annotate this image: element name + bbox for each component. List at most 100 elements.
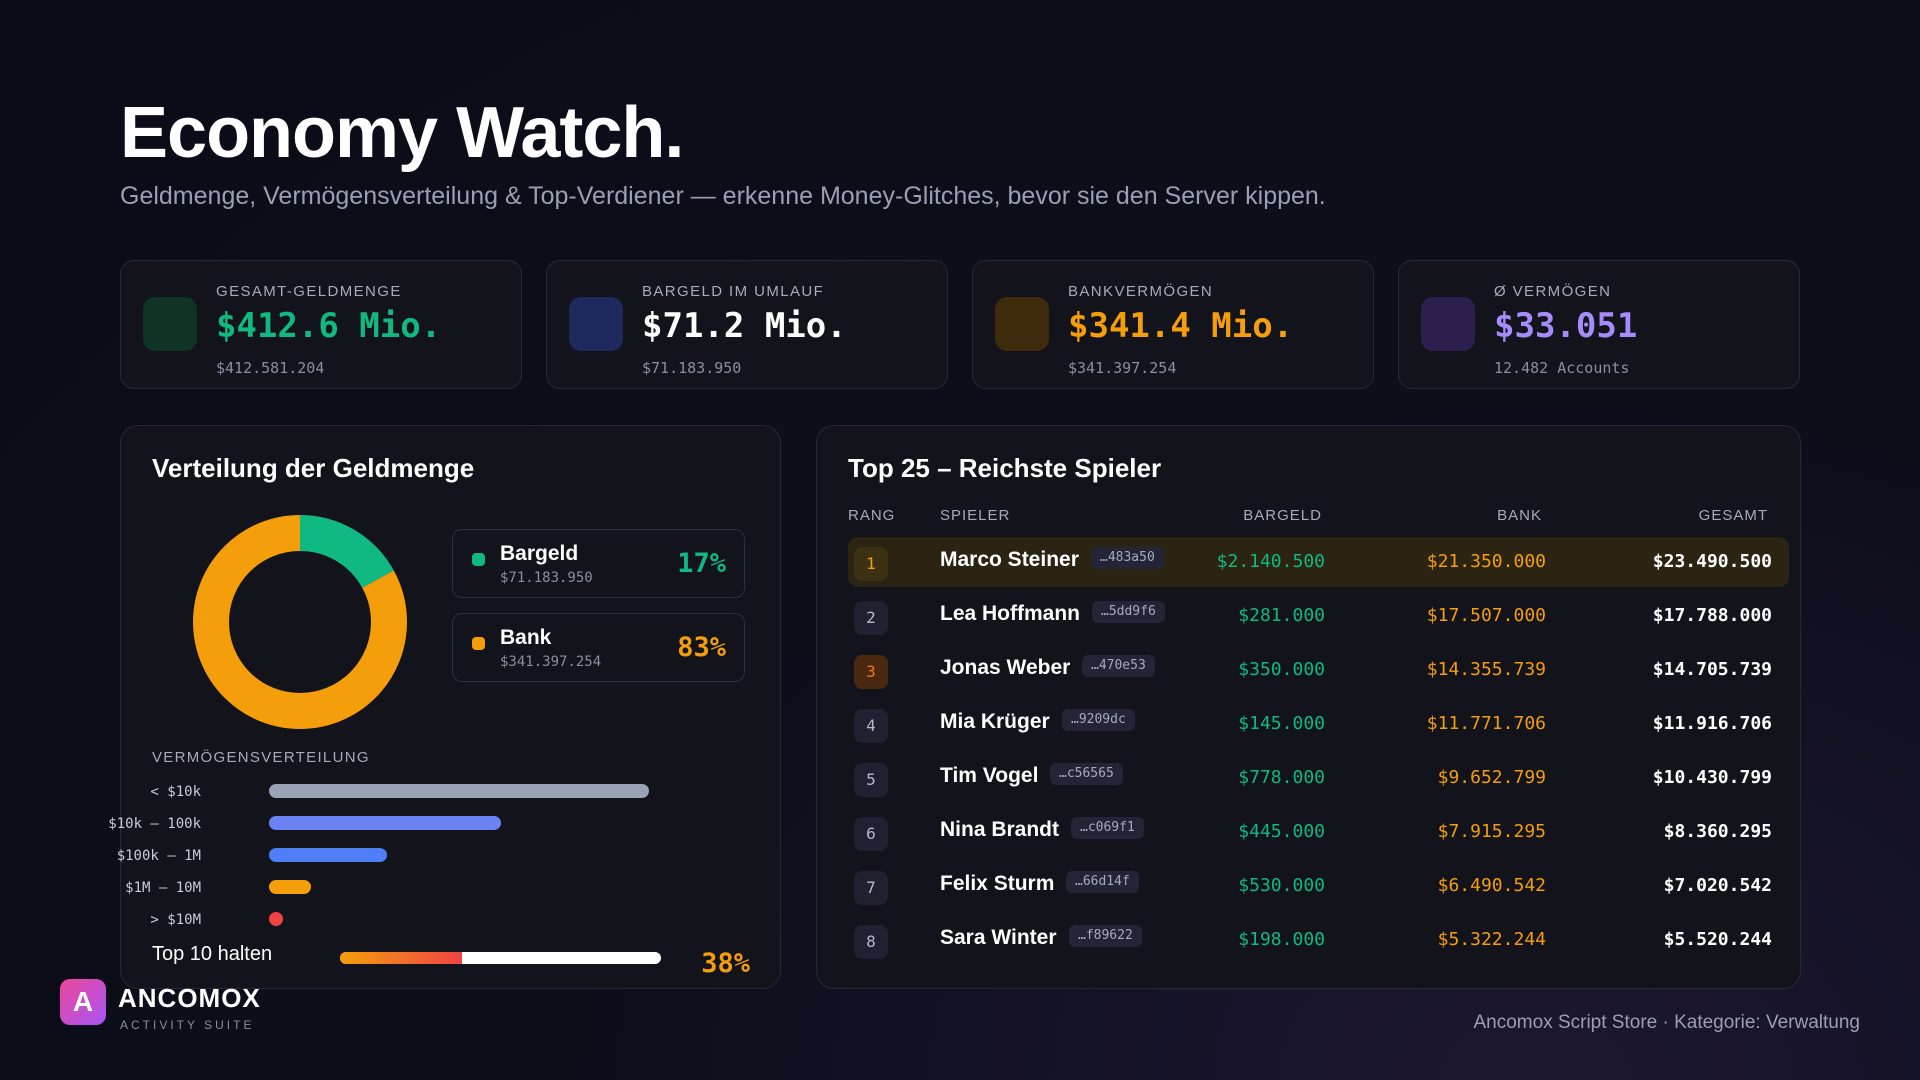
- legend-cash-name: Bargeld: [500, 542, 579, 565]
- footer-text: Ancomox Script Store · Kategorie: Verwal…: [1473, 1012, 1860, 1033]
- distribution-title: Verteilung der Geldmenge: [152, 453, 475, 483]
- top10-progress-fill: [340, 952, 462, 964]
- cell-cash: $145.000: [1238, 713, 1325, 734]
- rank-badge: 4: [854, 709, 888, 743]
- wealth-band-bar: [269, 816, 501, 830]
- table-row[interactable]: 7 Felix Sturm …66d14f $530.000 $6.490.542 $7.…: [848, 861, 1789, 911]
- cell-cash: $281.000: [1238, 605, 1325, 626]
- player-id-badge: …c56565: [1050, 763, 1123, 785]
- wealth-band-bar: [269, 784, 649, 798]
- cell-cash: $530.000: [1238, 875, 1325, 896]
- top10-label: Top 10 halten: [152, 943, 273, 965]
- legend-cash-dot: [472, 553, 485, 566]
- wealth-distribution-label: VERMÖGENSVERTEILUNG: [152, 749, 370, 766]
- player-id-badge: …c069f1: [1071, 817, 1144, 839]
- player-id-badge: …9209dc: [1062, 709, 1135, 731]
- wealth-band-row: < $10k: [121, 782, 721, 802]
- rank-badge: 7: [854, 871, 888, 905]
- table-row[interactable]: 6 Nina Brandt …c069f1 $445.000 $7.915.295 $8.…: [848, 807, 1789, 857]
- player-name: Tim Vogel: [940, 764, 1039, 787]
- table-row[interactable]: 5 Tim Vogel …c56565 $778.000 $9.652.799 $10.4…: [848, 753, 1789, 803]
- stat-value: $33.051: [1494, 306, 1638, 346]
- legend-bank-dot: [472, 637, 485, 650]
- table-row[interactable]: 8 Sara Winter …f89622 $198.000 $5.322.244 $5.…: [848, 915, 1789, 965]
- cell-bank: $7.915.295: [1437, 821, 1546, 842]
- money-donut-chart: [193, 515, 407, 729]
- stat-subvalue: $341.397.254: [1068, 359, 1177, 377]
- stat-card-average-wealth: Ø VERMÖGEN $33.051 12.482 Accounts: [1398, 260, 1800, 389]
- table-row[interactable]: 2 Lea Hoffmann …5dd9f6 $281.000 $17.507.000 $…: [848, 591, 1789, 641]
- table-row[interactable]: 4 Mia Krüger …9209dc $145.000 $11.771.706 $11…: [848, 699, 1789, 749]
- player-id-badge: …66d14f: [1066, 871, 1139, 893]
- player-name: Marco Steiner: [940, 548, 1079, 571]
- stat-label: BARGELD IM UMLAUF: [642, 283, 825, 300]
- cell-total: $14.705.739: [1652, 659, 1772, 680]
- player-id-badge: …483a50: [1091, 547, 1164, 569]
- cell-bank: $21.350.000: [1426, 551, 1546, 572]
- wealth-band-bar: [269, 912, 283, 926]
- brand-tagline: ACTIVITY SUITE: [120, 1018, 255, 1032]
- stat-label: GESAMT-GELDMENGE: [216, 283, 402, 300]
- rank-badge: 1: [854, 547, 888, 581]
- rank-badge: 5: [854, 763, 888, 797]
- player-name: Sara Winter: [940, 926, 1057, 949]
- cell-total: $10.430.799: [1652, 767, 1772, 788]
- wealth-band-row: $10k – 100k: [108, 814, 721, 834]
- cell-bank: $11.771.706: [1426, 713, 1546, 734]
- legend-cash-amount: $71.183.950: [500, 570, 593, 586]
- wealth-band-label: $10k – 100k: [108, 816, 201, 832]
- cell-cash: $778.000: [1238, 767, 1325, 788]
- stat-value: $412.6 Mio.: [216, 306, 442, 346]
- legend-bank-amount: $341.397.254: [500, 654, 602, 670]
- legend-bank: Bank $341.397.254 83%: [452, 613, 745, 682]
- top10-percent: 38%: [701, 948, 750, 979]
- stat-value: $71.2 Mio.: [642, 306, 847, 346]
- wealth-band-bar: [269, 848, 387, 862]
- player-name: Nina Brandt: [940, 818, 1060, 841]
- stat-label: Ø VERMÖGEN: [1494, 283, 1612, 300]
- cell-cash: $2.140.500: [1216, 551, 1325, 572]
- column-header-cash: BARGELD: [1243, 507, 1322, 524]
- legend-bank-percent: 83%: [677, 632, 726, 663]
- stat-icon: [143, 297, 197, 351]
- wealth-band-label: < $10k: [150, 784, 201, 800]
- cell-cash: $350.000: [1238, 659, 1325, 680]
- rank-badge: 8: [854, 925, 888, 959]
- player-id-badge: …5dd9f6: [1092, 601, 1165, 623]
- player-name: Lea Hoffmann: [940, 602, 1081, 625]
- player-id-badge: …470e53: [1082, 655, 1155, 677]
- table-row[interactable]: 3 Jonas Weber …470e53 $350.000 $14.355.739 $1…: [848, 645, 1789, 695]
- wealth-band-label: $100k – 1M: [116, 848, 201, 864]
- page-subtitle: Geldmenge, Vermögensverteilung & Top-Ver…: [120, 182, 1326, 210]
- page-title: Economy Watch.: [120, 93, 684, 173]
- cell-total: $7.020.542: [1663, 875, 1772, 896]
- cell-cash: $445.000: [1238, 821, 1325, 842]
- column-header-total: GESAMT: [1698, 507, 1768, 524]
- stat-icon: [1421, 297, 1475, 351]
- cell-bank: $9.652.799: [1437, 767, 1546, 788]
- rank-badge: 6: [854, 817, 888, 851]
- stat-card-total-money: GESAMT-GELDMENGE $412.6 Mio. $412.581.20…: [120, 260, 522, 389]
- column-header-rank: RANG: [848, 507, 896, 524]
- cell-total: $11.916.706: [1652, 713, 1772, 734]
- table-row[interactable]: 1 Marco Steiner …483a50 $2.140.500 $21.350.0…: [848, 537, 1789, 587]
- wealth-band-bar: [269, 880, 311, 894]
- column-header-player: SPIELER: [940, 507, 1011, 524]
- ancomox-logo-icon: A: [60, 979, 106, 1025]
- cell-total: $23.490.500: [1652, 551, 1772, 572]
- wealth-band-row: $1M – 10M: [121, 878, 721, 898]
- stat-label: BANKVERMÖGEN: [1068, 283, 1214, 300]
- column-header-bank: BANK: [1497, 507, 1542, 524]
- wealth-band-label: $1M – 10M: [125, 880, 201, 896]
- player-id-badge: …f89622: [1069, 925, 1142, 947]
- cell-total: $17.788.000: [1652, 605, 1772, 626]
- cell-bank: $17.507.000: [1426, 605, 1546, 626]
- player-name: Mia Krüger: [940, 710, 1050, 733]
- stat-subvalue: $412.581.204: [216, 359, 325, 377]
- legend-cash-percent: 17%: [677, 548, 726, 579]
- leaderboard-panel: Top 25 – Reichste Spieler RANG SPIELER B…: [816, 425, 1801, 989]
- stat-card-cash: BARGELD IM UMLAUF $71.2 Mio. $71.183.950: [546, 260, 948, 389]
- cell-total: $8.360.295: [1663, 821, 1772, 842]
- wealth-band-row: > $10M: [121, 910, 721, 930]
- stat-card-bank: BANKVERMÖGEN $341.4 Mio. $341.397.254: [972, 260, 1374, 389]
